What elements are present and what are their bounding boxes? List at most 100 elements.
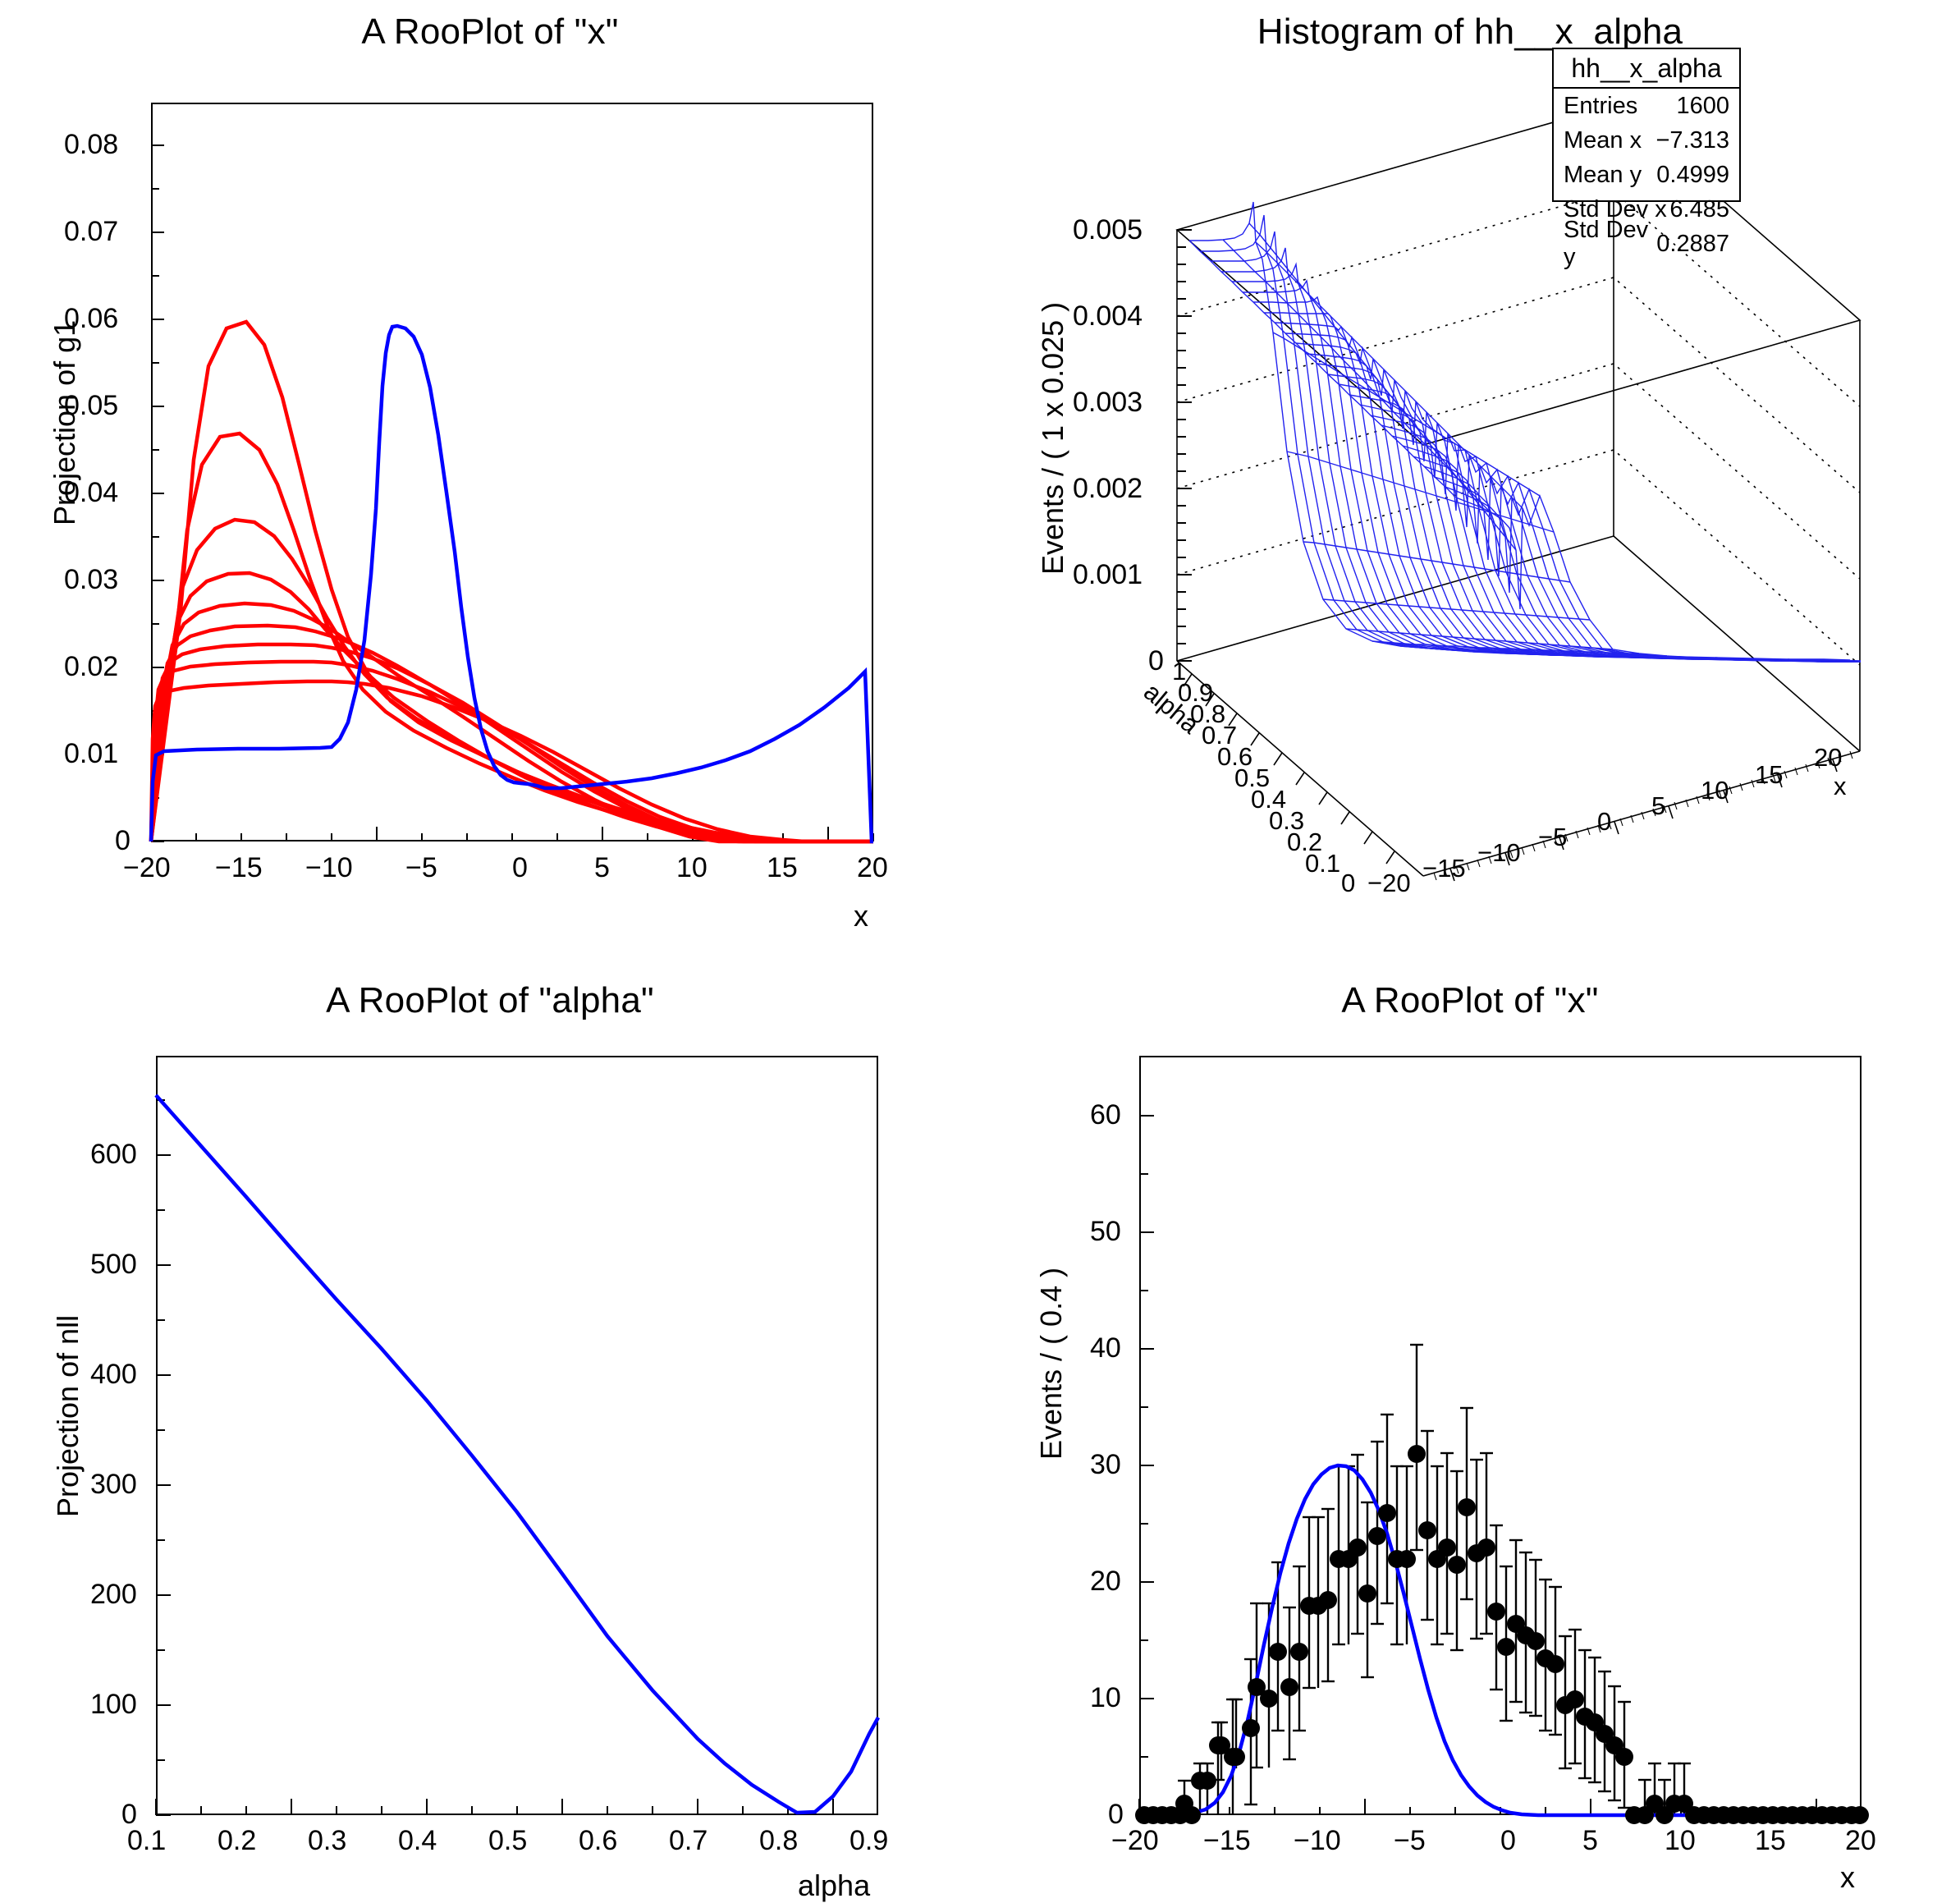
xtick-0: 0	[512, 852, 528, 883]
stats-box: hh__x_alpha Entries 1600 Mean x −7.313 M…	[1552, 48, 1741, 270]
alpha-xtick-04: 0.4	[398, 1825, 437, 1856]
stats-row-std-x: Std Dev x 6.485	[1554, 192, 1739, 227]
xtick3d-5: 5	[1651, 791, 1666, 820]
pad-top-right: Histogram of hh__x_alpha	[980, 0, 1960, 951]
stats-value-mean-y: 0.4999	[1656, 161, 1729, 188]
alpha-xtick-09: 0.9	[849, 1825, 889, 1856]
xtick3d-15: 15	[1755, 760, 1784, 789]
xtick-20: 20	[857, 852, 888, 883]
alphatick-02: 0.2	[1287, 828, 1323, 856]
xtick3d-0: 0	[1597, 807, 1612, 836]
stats-key-std-y: Std Dev y	[1564, 217, 1649, 270]
alpha-xtick-02: 0.2	[218, 1825, 257, 1856]
ytick-0: 0	[115, 825, 131, 856]
nll-ytick-400: 400	[90, 1359, 137, 1390]
y-axis-ticks-bottom-right	[1139, 1115, 1154, 1816]
stats-value-entries: 1600	[1676, 92, 1729, 119]
curve-alpha-0-8	[149, 431, 873, 844]
alpha-xtick-06: 0.6	[579, 1825, 618, 1856]
ztick-0004: 0.004	[1073, 300, 1143, 332]
fit-curve-blue	[1138, 1463, 1862, 1818]
panel-title-bottom-left: A RooPlot of "alpha"	[326, 980, 654, 1020]
ytick-007: 0.07	[64, 216, 119, 247]
plot-frame-bottom-left	[156, 1056, 878, 1815]
stats-row-std-y: Std Dev y 0.2887	[1554, 217, 1739, 270]
stats-key-mean-x: Mean x	[1564, 126, 1642, 154]
ytick-002: 0.02	[64, 651, 119, 682]
front-axes-3d	[1176, 660, 1861, 882]
alpha-xtick-03: 0.3	[308, 1825, 347, 1856]
stats-row-mean-y: Mean y 0.4999	[1554, 158, 1739, 192]
data-errorbars	[1178, 1343, 1691, 1815]
panel-title-top-left: A RooPlot of "x"	[361, 11, 619, 52]
panel-title-top-right: Histogram of hh__x_alpha	[1257, 11, 1683, 52]
xtick-m20: −20	[123, 852, 171, 883]
stats-value-std-y: 0.2887	[1656, 230, 1729, 257]
z-axis-ticks-3d	[1177, 229, 1192, 662]
nll-ytick-0: 0	[121, 1799, 137, 1830]
plot-svg-top-right	[1175, 104, 1862, 882]
ytick-004: 0.04	[64, 477, 119, 508]
axis-title-x-top-left: x	[854, 899, 868, 933]
curve-alpha-0-6	[149, 571, 873, 844]
br-xtick-m15: −15	[1203, 1825, 1251, 1856]
plot-svg-bottom-left	[154, 1094, 880, 1816]
br-xtick-10: 10	[1665, 1825, 1696, 1856]
x-axis-ticks-bottom-left	[155, 1799, 834, 1815]
xtick-10: 10	[676, 852, 708, 883]
pad-bottom-right: A RooPlot of "x"	[980, 951, 1960, 1901]
ytick-006: 0.06	[64, 303, 119, 334]
stats-row-entries: Entries 1600	[1554, 89, 1739, 123]
alpha-xtick-07: 0.7	[669, 1825, 708, 1856]
br-xtick-m10: −10	[1294, 1825, 1341, 1856]
stats-key-std-x: Std Dev x	[1564, 195, 1667, 222]
axis-title-y-bottom-left: Projection of nll	[51, 1314, 85, 1517]
alpha-xtick-01: 0.1	[127, 1825, 167, 1856]
xtick3d-10: 10	[1701, 776, 1729, 805]
data-markers	[1135, 1445, 1869, 1824]
nll-ytick-200: 200	[90, 1579, 137, 1610]
stats-key-entries: Entries	[1564, 92, 1638, 119]
xtick-15: 15	[767, 852, 798, 883]
ytick-005: 0.05	[64, 390, 119, 421]
br-xtick-5: 5	[1582, 1825, 1598, 1856]
ev-ytick-30: 30	[1090, 1449, 1121, 1480]
panel-title-bottom-right: A RooPlot of "x"	[1341, 980, 1599, 1020]
nll-ytick-500: 500	[90, 1249, 137, 1280]
axis-title-x-bottom-right: x	[1840, 1860, 1855, 1894]
nll-curve	[154, 1094, 880, 1815]
alphatick-03: 0.3	[1269, 806, 1305, 835]
stats-value-std-x: 6.485	[1669, 195, 1729, 222]
curve-g1-blue	[149, 323, 874, 844]
ztick-0005: 0.005	[1073, 214, 1143, 245]
ytick-001: 0.01	[64, 738, 119, 769]
curve-alpha-0-1	[149, 679, 873, 844]
br-xtick-0: 0	[1500, 1825, 1516, 1856]
xtick-m5: −5	[405, 852, 437, 883]
xtick3d-m10: −10	[1477, 838, 1521, 867]
xtick3d-m15: −15	[1422, 854, 1466, 883]
br-xtick-m5: −5	[1394, 1825, 1426, 1856]
alphatick-07: 0.7	[1202, 721, 1238, 750]
surface-mesh-3d-columns	[1188, 222, 1861, 663]
ztick-0002: 0.002	[1073, 473, 1143, 504]
ev-ytick-40: 40	[1090, 1332, 1121, 1364]
br-xtick-m20: −20	[1111, 1825, 1159, 1856]
pad-top-left: A RooPlot of "x"	[0, 0, 980, 951]
br-xtick-20: 20	[1845, 1825, 1876, 1856]
surface-mesh-3d	[1189, 201, 1862, 663]
stats-key-mean-y: Mean y	[1564, 161, 1642, 188]
ev-ytick-10: 10	[1090, 1682, 1121, 1713]
alphatick-04: 0.4	[1251, 785, 1287, 814]
xtick3d-m5: −5	[1538, 823, 1568, 851]
xtick-m15: −15	[215, 852, 263, 883]
ztick-0001: 0.001	[1073, 559, 1143, 590]
ev-ytick-0: 0	[1108, 1799, 1124, 1830]
ev-ytick-20: 20	[1090, 1566, 1121, 1597]
ztick-0000: 0	[1148, 645, 1164, 676]
ytick-003: 0.03	[64, 564, 119, 595]
alphatick-1: 1	[1172, 657, 1187, 686]
axis-title-x-top-right: x	[1834, 772, 1847, 800]
curve-alpha-0-5	[149, 601, 873, 844]
pad-bottom-left: A RooPlot of "alpha"	[0, 951, 980, 1902]
